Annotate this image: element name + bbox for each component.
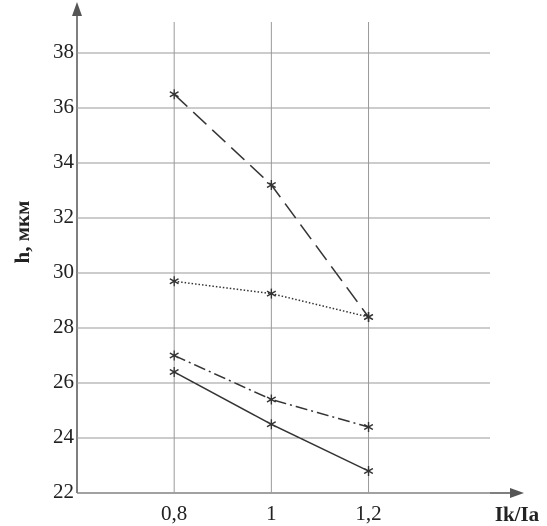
x-tick-label: 1,2 — [355, 501, 381, 525]
point-marker — [363, 312, 374, 322]
y-tick-label: 28 — [53, 314, 74, 338]
x-axis-title: Ik/Ia — [495, 502, 540, 526]
point-marker — [266, 419, 277, 430]
point-marker — [169, 89, 179, 100]
point-marker — [266, 288, 277, 299]
y-tick-label: 36 — [53, 94, 74, 118]
y-tick-label: 24 — [53, 424, 75, 448]
y-tick-label: 26 — [53, 369, 74, 393]
point-marker — [169, 276, 179, 287]
point-marker — [266, 180, 277, 190]
x-axis-arrow — [510, 488, 524, 498]
point-marker — [169, 350, 179, 361]
point-marker — [169, 367, 179, 377]
y-tick-label: 38 — [53, 39, 74, 63]
y-tick-label: 34 — [53, 149, 75, 173]
point-marker — [363, 422, 374, 432]
y-tick-label: 22 — [53, 479, 74, 503]
series-line — [174, 280, 369, 318]
x-tick-label: 1 — [266, 501, 277, 525]
point-marker — [363, 466, 374, 476]
y-tick-label: 30 — [53, 259, 74, 283]
y-axis-arrow — [72, 2, 82, 16]
y-axis-title: h, мкм — [10, 201, 34, 264]
x-tick-label: 0,8 — [161, 501, 187, 525]
point-marker — [266, 394, 277, 405]
y-tick-label: 32 — [53, 204, 74, 228]
